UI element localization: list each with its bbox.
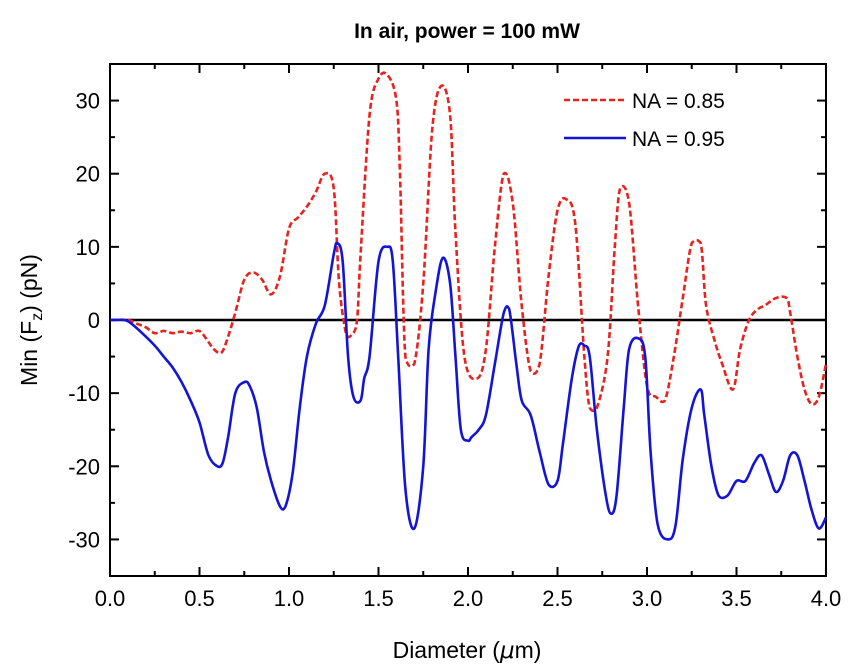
legend-label-na-085: NA = 0.85 [632, 90, 725, 113]
x-tick-label: 3.5 [721, 586, 752, 611]
plot-area: 0.0 0.5 1.0 1.5 2.0 2.5 3.0 3.5 4.0 -30 -20 -10 0 10… [68, 63, 842, 611]
y-tick-label: 10 [76, 235, 100, 260]
x-tick-label: 0.0 [95, 586, 126, 611]
series-line-na-095 [109, 241, 828, 541]
y-tick-label: -30 [68, 527, 100, 552]
legend-label-na-095: NA = 0.95 [632, 128, 725, 151]
x-tick-label: 1.5 [363, 586, 394, 611]
y-tick-label: -20 [68, 454, 100, 479]
y-tick-label: 30 [76, 89, 100, 114]
series-line-na-085 [109, 71, 828, 413]
chart-title: In air, power = 100 mW [354, 20, 580, 43]
x-tick-label: 2.5 [542, 586, 573, 611]
y-tick-label: -10 [68, 381, 100, 406]
y-axis-title: Min (Fz) (pN) [16, 254, 46, 386]
legend: NA = 0.85 NA = 0.95 [564, 90, 725, 151]
x-tick-label: 0.5 [184, 586, 215, 611]
y-axis: -30 -20 -10 0 10 20 30 [68, 63, 826, 577]
series-layer [109, 71, 828, 541]
x-tick-label: 4.0 [811, 586, 842, 611]
x-tick-label: 1.0 [274, 586, 305, 611]
x-tick-label: 2.0 [453, 586, 484, 611]
x-axis: 0.0 0.5 1.0 1.5 2.0 2.5 3.0 3.5 4.0 [95, 64, 842, 611]
y-tick-label: 20 [76, 162, 100, 187]
y-tick-label: 0 [88, 308, 100, 333]
x-axis-title: Diameter (μm) [393, 637, 542, 664]
x-tick-label: 3.0 [632, 586, 663, 611]
